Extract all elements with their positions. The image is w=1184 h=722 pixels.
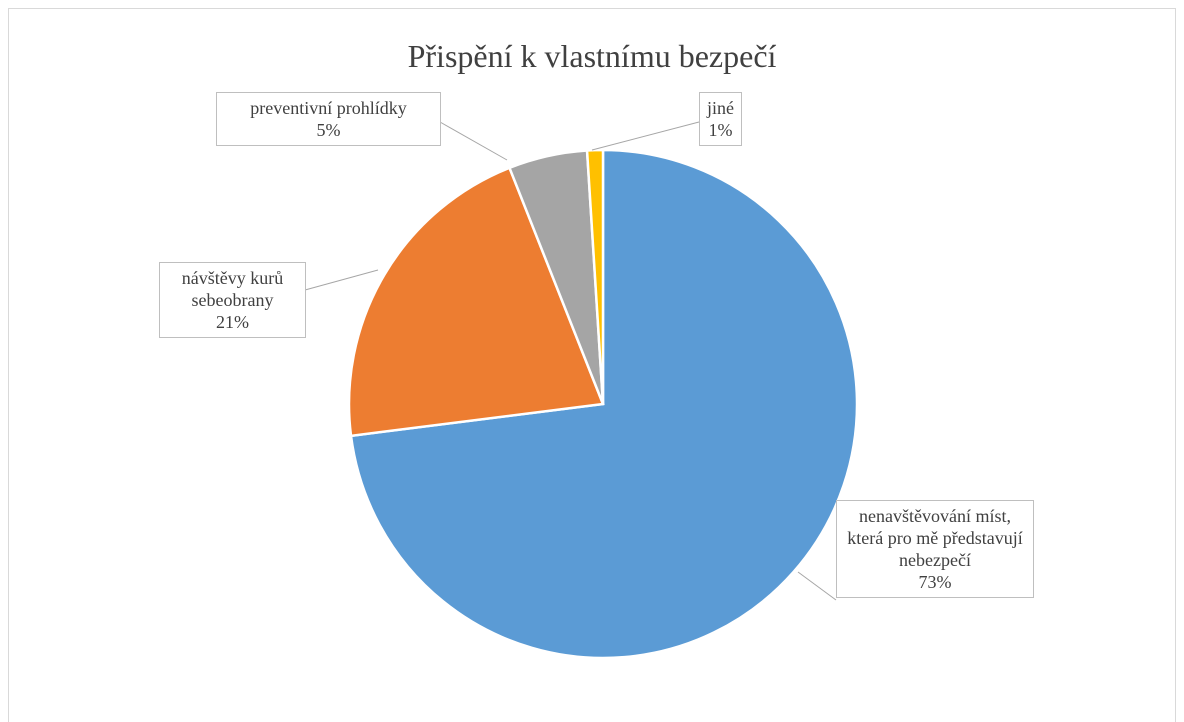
leader-line	[797, 571, 837, 601]
leader-line	[439, 121, 508, 161]
chart-title: Přispění k vlastnímu bezpečí	[407, 38, 777, 74]
pie-slice	[347, 166, 605, 438]
category-label: preventivní prohlídky	[250, 98, 407, 118]
data-label: návštěvy kurů sebeobrany 21%	[159, 262, 306, 338]
value-label: 21%	[216, 312, 249, 332]
leader-line	[304, 269, 379, 291]
leader-line	[591, 121, 700, 151]
category-label: nenavštěvování míst, která pro mě předst…	[847, 506, 1023, 570]
value-label: 1%	[708, 120, 733, 140]
data-label: preventivní prohlídky 5%	[216, 92, 441, 146]
chart-border	[8, 8, 1176, 722]
value-label: 5%	[316, 120, 341, 140]
data-label: jiné 1%	[699, 92, 742, 146]
pie-slice	[585, 148, 605, 405]
category-label: jiné	[707, 98, 734, 118]
category-label: návštěvy kurů sebeobrany	[181, 268, 284, 310]
data-label: nenavštěvování míst, která pro mě předst…	[836, 500, 1034, 598]
value-label: 73%	[918, 572, 952, 592]
